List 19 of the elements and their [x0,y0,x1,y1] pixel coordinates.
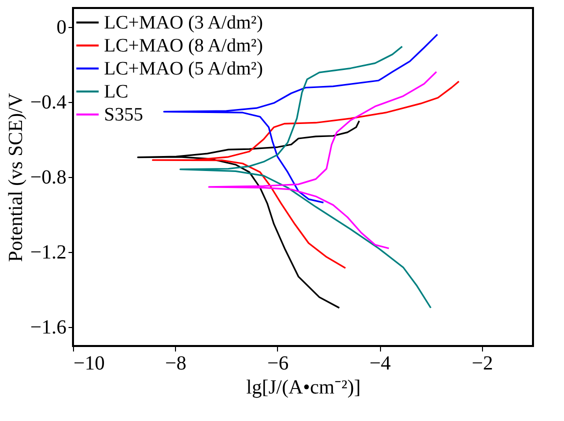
line-series [137,120,360,309]
x-tick-label: −8 [165,352,186,374]
x-tick-label: −10 [74,352,105,374]
y-tick-label: −0.4 [30,91,66,114]
x-tick-label: −4 [370,352,391,374]
x-tick-label: −6 [267,352,289,374]
x-tick-label: −2 [472,352,494,374]
x-axis-title: lg[J/(A•cm⁻²)] [246,376,361,398]
line-series [152,80,460,269]
y-axis-title: Potential (vs SCE)/V [5,92,28,262]
y-tick-label: −1.6 [30,316,66,339]
legend-label: LC+MAO (3 A/dm²) [104,12,263,34]
y-tick-label: 0 [56,16,66,38]
legend-label: LC+MAO (5 A/dm²) [104,58,263,80]
y-tick-label: −0.8 [30,166,66,188]
legend-label: LC+MAO (8 A/dm²) [104,36,263,56]
legend-label: LC [104,82,128,102]
legend-label: S355 [104,104,144,126]
y-tick-label: −1.2 [30,242,66,264]
